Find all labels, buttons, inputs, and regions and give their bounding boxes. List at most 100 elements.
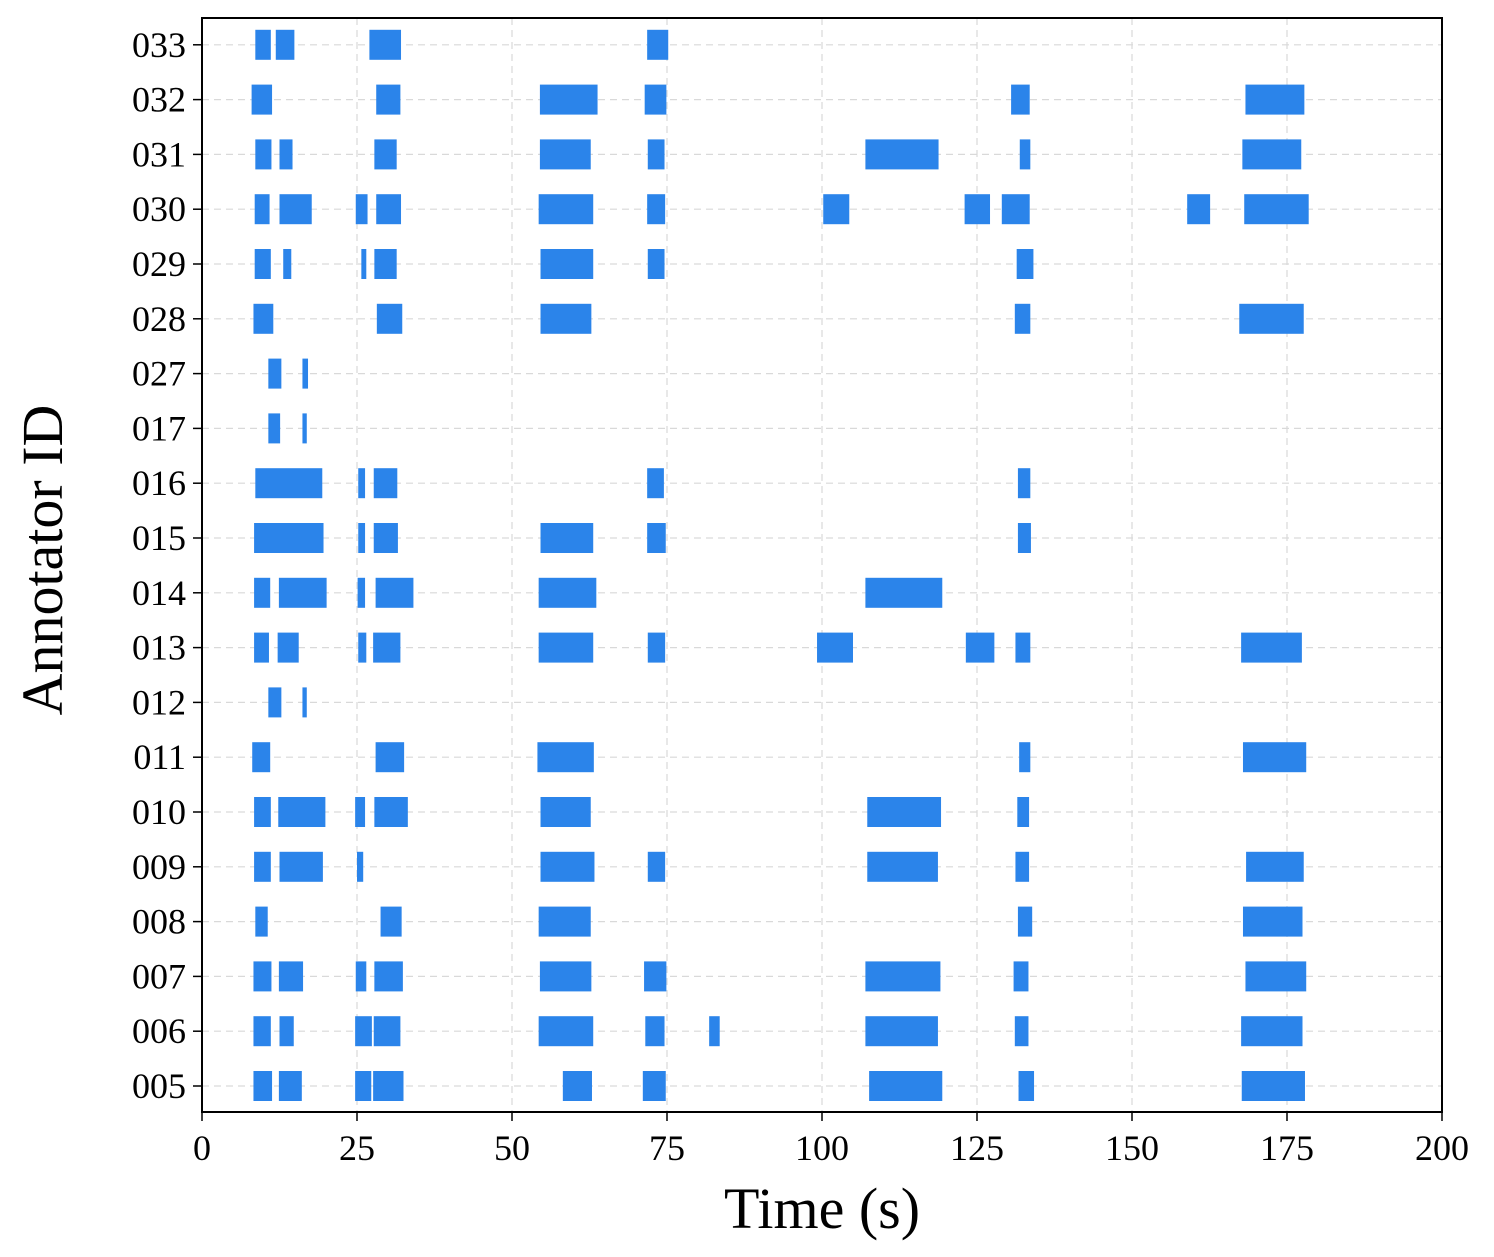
x-tick-label: 25 [339, 1128, 375, 1168]
segment-bar [255, 29, 271, 60]
segment-bar [253, 303, 274, 334]
segment-bar [255, 906, 268, 937]
segment-bar [361, 249, 367, 279]
segment-bar [1019, 742, 1031, 773]
segment-bar [1239, 303, 1304, 334]
segment-bar [355, 1016, 372, 1047]
segment-bar [355, 797, 366, 827]
segment-bar [647, 194, 666, 225]
y-tick-label: 032 [132, 80, 186, 120]
segment-bar [358, 468, 366, 499]
segment-bar [357, 577, 366, 608]
segment-bar [1016, 249, 1034, 279]
segment-bar [1018, 1071, 1035, 1101]
segment-bar [255, 468, 323, 499]
segment-bar [278, 797, 326, 827]
y-tick-label: 009 [132, 847, 186, 887]
segment-bar [1017, 797, 1030, 827]
segment-bar [376, 84, 401, 115]
y-tick-label: 006 [132, 1011, 186, 1051]
segment-bar [254, 194, 270, 225]
segment-bar [376, 303, 403, 334]
y-tick-label: 029 [132, 244, 186, 284]
segment-bar [823, 194, 850, 225]
segment-bar [964, 194, 991, 225]
segment-bar [278, 961, 304, 992]
segment-bar [647, 851, 666, 882]
segment-bar [253, 1016, 271, 1047]
x-tick-label: 125 [950, 1128, 1004, 1168]
segment-bar [279, 139, 293, 170]
segment-bar [539, 84, 598, 115]
segment-bar [642, 1071, 666, 1101]
y-axis-title: Annotator ID [10, 405, 75, 716]
segment-bar [1015, 632, 1031, 663]
segment-bar [647, 468, 664, 499]
segment-bar [254, 632, 269, 663]
segment-bar [865, 961, 941, 992]
segment-bar [251, 84, 273, 115]
segment-bar [1017, 523, 1031, 553]
segment-bar [644, 84, 667, 115]
segment-bar [254, 523, 324, 553]
segment-bar [302, 358, 309, 389]
segment-bar [1242, 742, 1307, 773]
segment-bar [538, 194, 594, 225]
segment-bar [278, 577, 327, 608]
segment-bar [278, 1071, 302, 1101]
segment-bar [1246, 851, 1304, 882]
segment-bar [358, 523, 366, 553]
y-axis-ticks: 005 006 007 008 009 010 011 012 013 014 015 016 017 0… [132, 25, 202, 1106]
grid-lines [201, 18, 1443, 1112]
segment-bar [268, 687, 282, 718]
segment-bar [1244, 194, 1309, 225]
segment-bar [355, 961, 367, 992]
x-tick-label: 50 [494, 1128, 530, 1168]
segment-bar [1245, 961, 1307, 992]
segment-bar [644, 961, 667, 992]
segment-bar [1011, 84, 1030, 115]
segment-bar [355, 194, 368, 225]
segment-bar [374, 797, 408, 827]
segment-bar [540, 303, 592, 334]
segment-bar [373, 523, 398, 553]
segment-bar [540, 523, 594, 553]
segment-bar [1014, 303, 1031, 334]
segment-bar [645, 1016, 665, 1047]
segment-bar [1242, 906, 1303, 937]
segment-bar [380, 906, 402, 937]
segment-bar [374, 961, 403, 992]
y-tick-label: 007 [132, 956, 186, 996]
segment-bar [1014, 1016, 1029, 1047]
segment-bar [373, 468, 398, 499]
segment-bar [867, 851, 938, 882]
y-tick-label: 012 [132, 682, 186, 722]
y-tick-label: 014 [132, 573, 186, 613]
x-tick-label: 100 [795, 1128, 849, 1168]
segment-bar [373, 1071, 404, 1101]
segment-bar [867, 797, 942, 827]
segment-bar [540, 797, 591, 827]
segment-bar [1013, 961, 1029, 992]
segment-bar [279, 851, 323, 882]
segment-bar [538, 906, 591, 937]
segment-bar [538, 577, 597, 608]
x-tick-label: 75 [649, 1128, 685, 1168]
segment-bar [647, 29, 669, 60]
segment-bar [268, 358, 282, 389]
segment-bar [539, 139, 591, 170]
segment-bar [1017, 906, 1033, 937]
segment-bar [865, 139, 939, 170]
x-axis-ticks: 0 25 50 75 100 125 150 175 200 [193, 1112, 1469, 1168]
y-tick-label: 031 [132, 134, 186, 174]
segment-bar [374, 249, 397, 279]
segment-bar [357, 851, 364, 882]
segment-bar [254, 577, 271, 608]
segment-bar [537, 742, 594, 773]
segment-bar [283, 249, 292, 279]
y-tick-label: 030 [132, 189, 186, 229]
segment-bar [709, 1016, 720, 1047]
segment-bar [647, 139, 665, 170]
segment-bar [275, 29, 295, 60]
segment-bar [1241, 1016, 1303, 1047]
